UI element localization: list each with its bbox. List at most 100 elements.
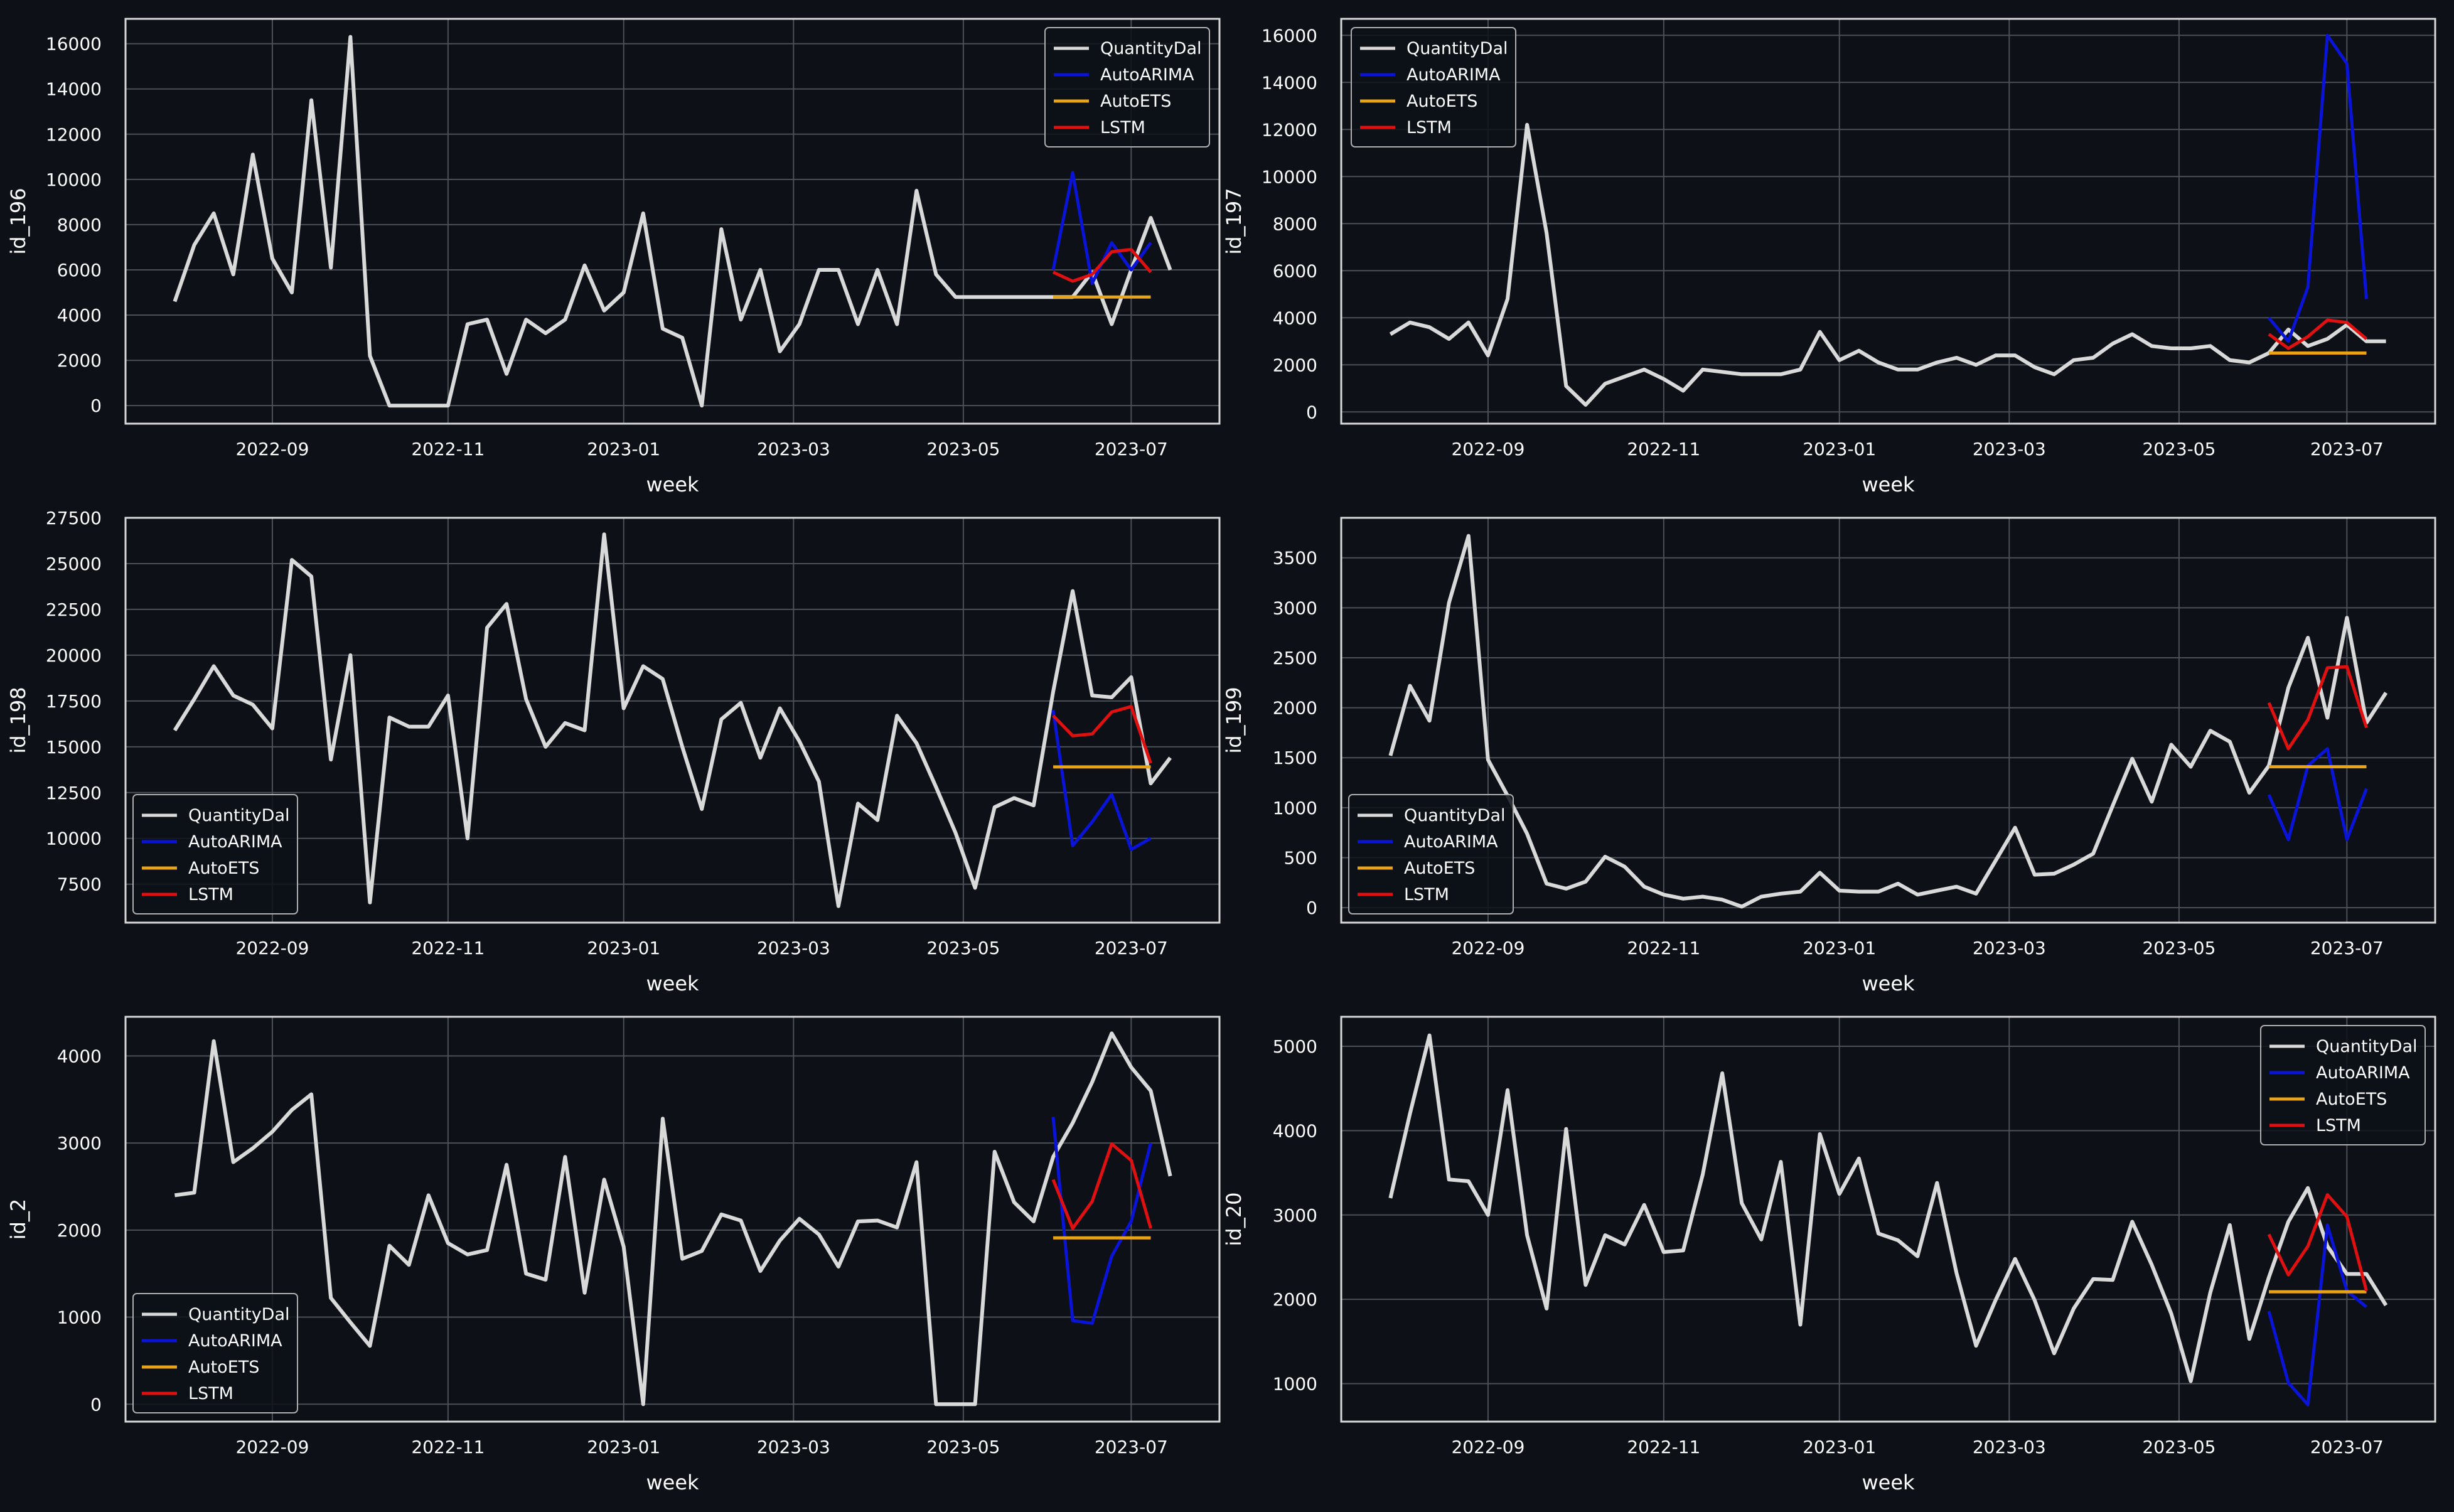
y-axis-label: id_197 [1222,188,1246,254]
legend-label-QuantityDal: QuantityDal [188,806,290,825]
x-tick-label: 2023-01 [587,439,660,459]
x-axis-label: week [1862,972,1915,995]
series-line-QuantityDal [1389,122,2386,407]
series-line-LSTM [2267,665,2368,751]
y-tick-label: 2500 [1273,648,1317,668]
legend-label-LSTM: LSTM [2316,1116,2361,1135]
legend-box [132,1293,298,1413]
x-tick-label: 2022-09 [235,439,309,459]
legend-label-AutoARIMA: AutoARIMA [2316,1063,2410,1083]
grid [1341,518,2435,923]
legend-label-LSTM: LSTM [1404,885,1449,904]
y-axis-label: id_199 [1222,687,1246,753]
x-tick-label: 2023-05 [926,439,1000,459]
x-axis-label: week [646,1471,699,1494]
y-tick-label: 12000 [1262,119,1317,140]
series-line-LSTM [1052,705,1152,764]
legend-label-AutoETS: AutoETS [2316,1090,2387,1109]
y-tick-label: 1500 [1273,748,1317,768]
legend-label-LSTM: LSTM [188,885,233,904]
x-tick-label: 2023-05 [926,938,1000,958]
y-tick-label: 14000 [1262,72,1317,93]
y-tick-label: 8000 [1273,213,1317,234]
x-tick-label: 2023-07 [1095,439,1168,459]
x-tick-label: 2022-11 [1627,439,1700,459]
x-tick-label: 2022-09 [1451,1437,1524,1457]
x-tick-label: 2023-01 [1803,1437,1876,1457]
legend-label-AutoETS: AutoETS [1100,92,1171,111]
legend-label-QuantityDal: QuantityDal [1100,39,1202,58]
legend-label-AutoARIMA: AutoARIMA [1100,65,1194,85]
series-line-QuantityDal [174,1031,1172,1407]
y-tick-label: 0 [1306,402,1317,422]
x-tick-label: 2023-03 [1973,1437,2046,1457]
y-tick-label: 20000 [46,645,102,666]
x-tick-label: 2023-01 [1803,439,1876,459]
legend-label-AutoARIMA: AutoARIMA [188,1331,282,1351]
chart-panel-id_2: 2022-09 2022-11 2023-01 2023-03 2023-05 2023-… [6,1016,1221,1494]
x-tick-label: 2022-11 [411,938,485,958]
y-tick-label: 2000 [1273,698,1317,719]
y-tick-label: 5000 [1273,1036,1317,1057]
y-tick-label: 22500 [46,599,102,620]
legend: QuantityDal AutoARIMA AutoETS LSTM [132,794,298,914]
legend-label-AutoETS: AutoETS [188,1358,259,1377]
axes-frame [1340,517,2436,924]
legend-label-AutoARIMA: AutoARIMA [1406,65,1501,85]
legend-label-QuantityDal: QuantityDal [1406,39,1508,58]
y-tick-label: 3000 [1273,598,1317,618]
x-axis-label: week [1862,473,1915,496]
x-tick-label: 2023-05 [2142,938,2216,958]
x-tick-label: 2022-11 [1627,1437,1700,1457]
y-tick-label: 1000 [57,1307,102,1328]
legend-label-QuantityDal: QuantityDal [2316,1037,2418,1056]
series-line-QuantityDal [1388,533,2388,909]
x-tick-label: 2023-07 [1095,1437,1168,1457]
legend-label-AutoETS: AutoETS [188,859,259,878]
series-line-AutoARIMA [2267,747,2368,842]
y-tick-label: 2000 [1273,1289,1317,1310]
y-tick-label: 2000 [1273,355,1317,375]
y-tick-label: 1000 [1273,798,1317,818]
grid [1341,1017,2435,1422]
y-axis-label: id_2 [6,1199,30,1240]
y-tick-label: 3000 [57,1133,102,1154]
y-tick-label: 0 [1306,898,1317,918]
x-tick-label: 2022-09 [235,1437,309,1457]
y-tick-label: 2000 [57,350,102,371]
chart-panel-id_199: 2022-09 2022-11 2023-01 2023-03 2023-05 2023-… [1222,517,2436,995]
grid [126,19,1219,424]
legend-label-AutoARIMA: AutoARIMA [188,832,282,852]
legend: QuantityDal AutoARIMA AutoETS LSTM [1351,27,1516,147]
legend-label-AutoETS: AutoETS [1404,859,1475,878]
legend-box [1351,27,1516,147]
y-tick-label: 2000 [57,1220,102,1241]
y-tick-label: 16000 [46,34,102,55]
x-tick-label: 2023-01 [1803,938,1876,958]
y-tick-label: 4000 [57,305,102,326]
y-axis-label: id_198 [6,687,30,753]
legend-label-LSTM: LSTM [1100,118,1145,137]
x-tick-label: 2023-03 [1973,439,2046,459]
series-line-AutoARIMA [1051,710,1152,851]
x-axis-label: week [646,473,699,496]
x-tick-label: 2022-11 [411,1437,485,1457]
y-tick-label: 4000 [1273,1120,1317,1141]
y-tick-label: 25000 [46,554,102,574]
x-tick-label: 2022-09 [1451,439,1524,459]
y-tick-label: 16000 [1262,25,1317,46]
axes-frame [1340,18,2436,425]
legend-label-AutoETS: AutoETS [1406,92,1477,111]
x-tick-label: 2023-01 [587,1437,660,1457]
series-line-AutoARIMA [2268,33,2368,343]
y-tick-label: 6000 [1273,260,1317,281]
series-line-QuantityDal [1388,1033,2388,1383]
legend-label-AutoARIMA: AutoARIMA [1404,832,1498,852]
chart-panel-id_197: 2022-09 2022-11 2023-01 2023-03 2023-05 2023-… [1222,18,2436,496]
x-axis-label: week [1862,1471,1915,1494]
y-tick-label: 10000 [46,169,102,190]
y-tick-label: 17500 [46,691,102,712]
y-tick-label: 27500 [46,508,102,528]
axes-frame [124,517,1221,924]
